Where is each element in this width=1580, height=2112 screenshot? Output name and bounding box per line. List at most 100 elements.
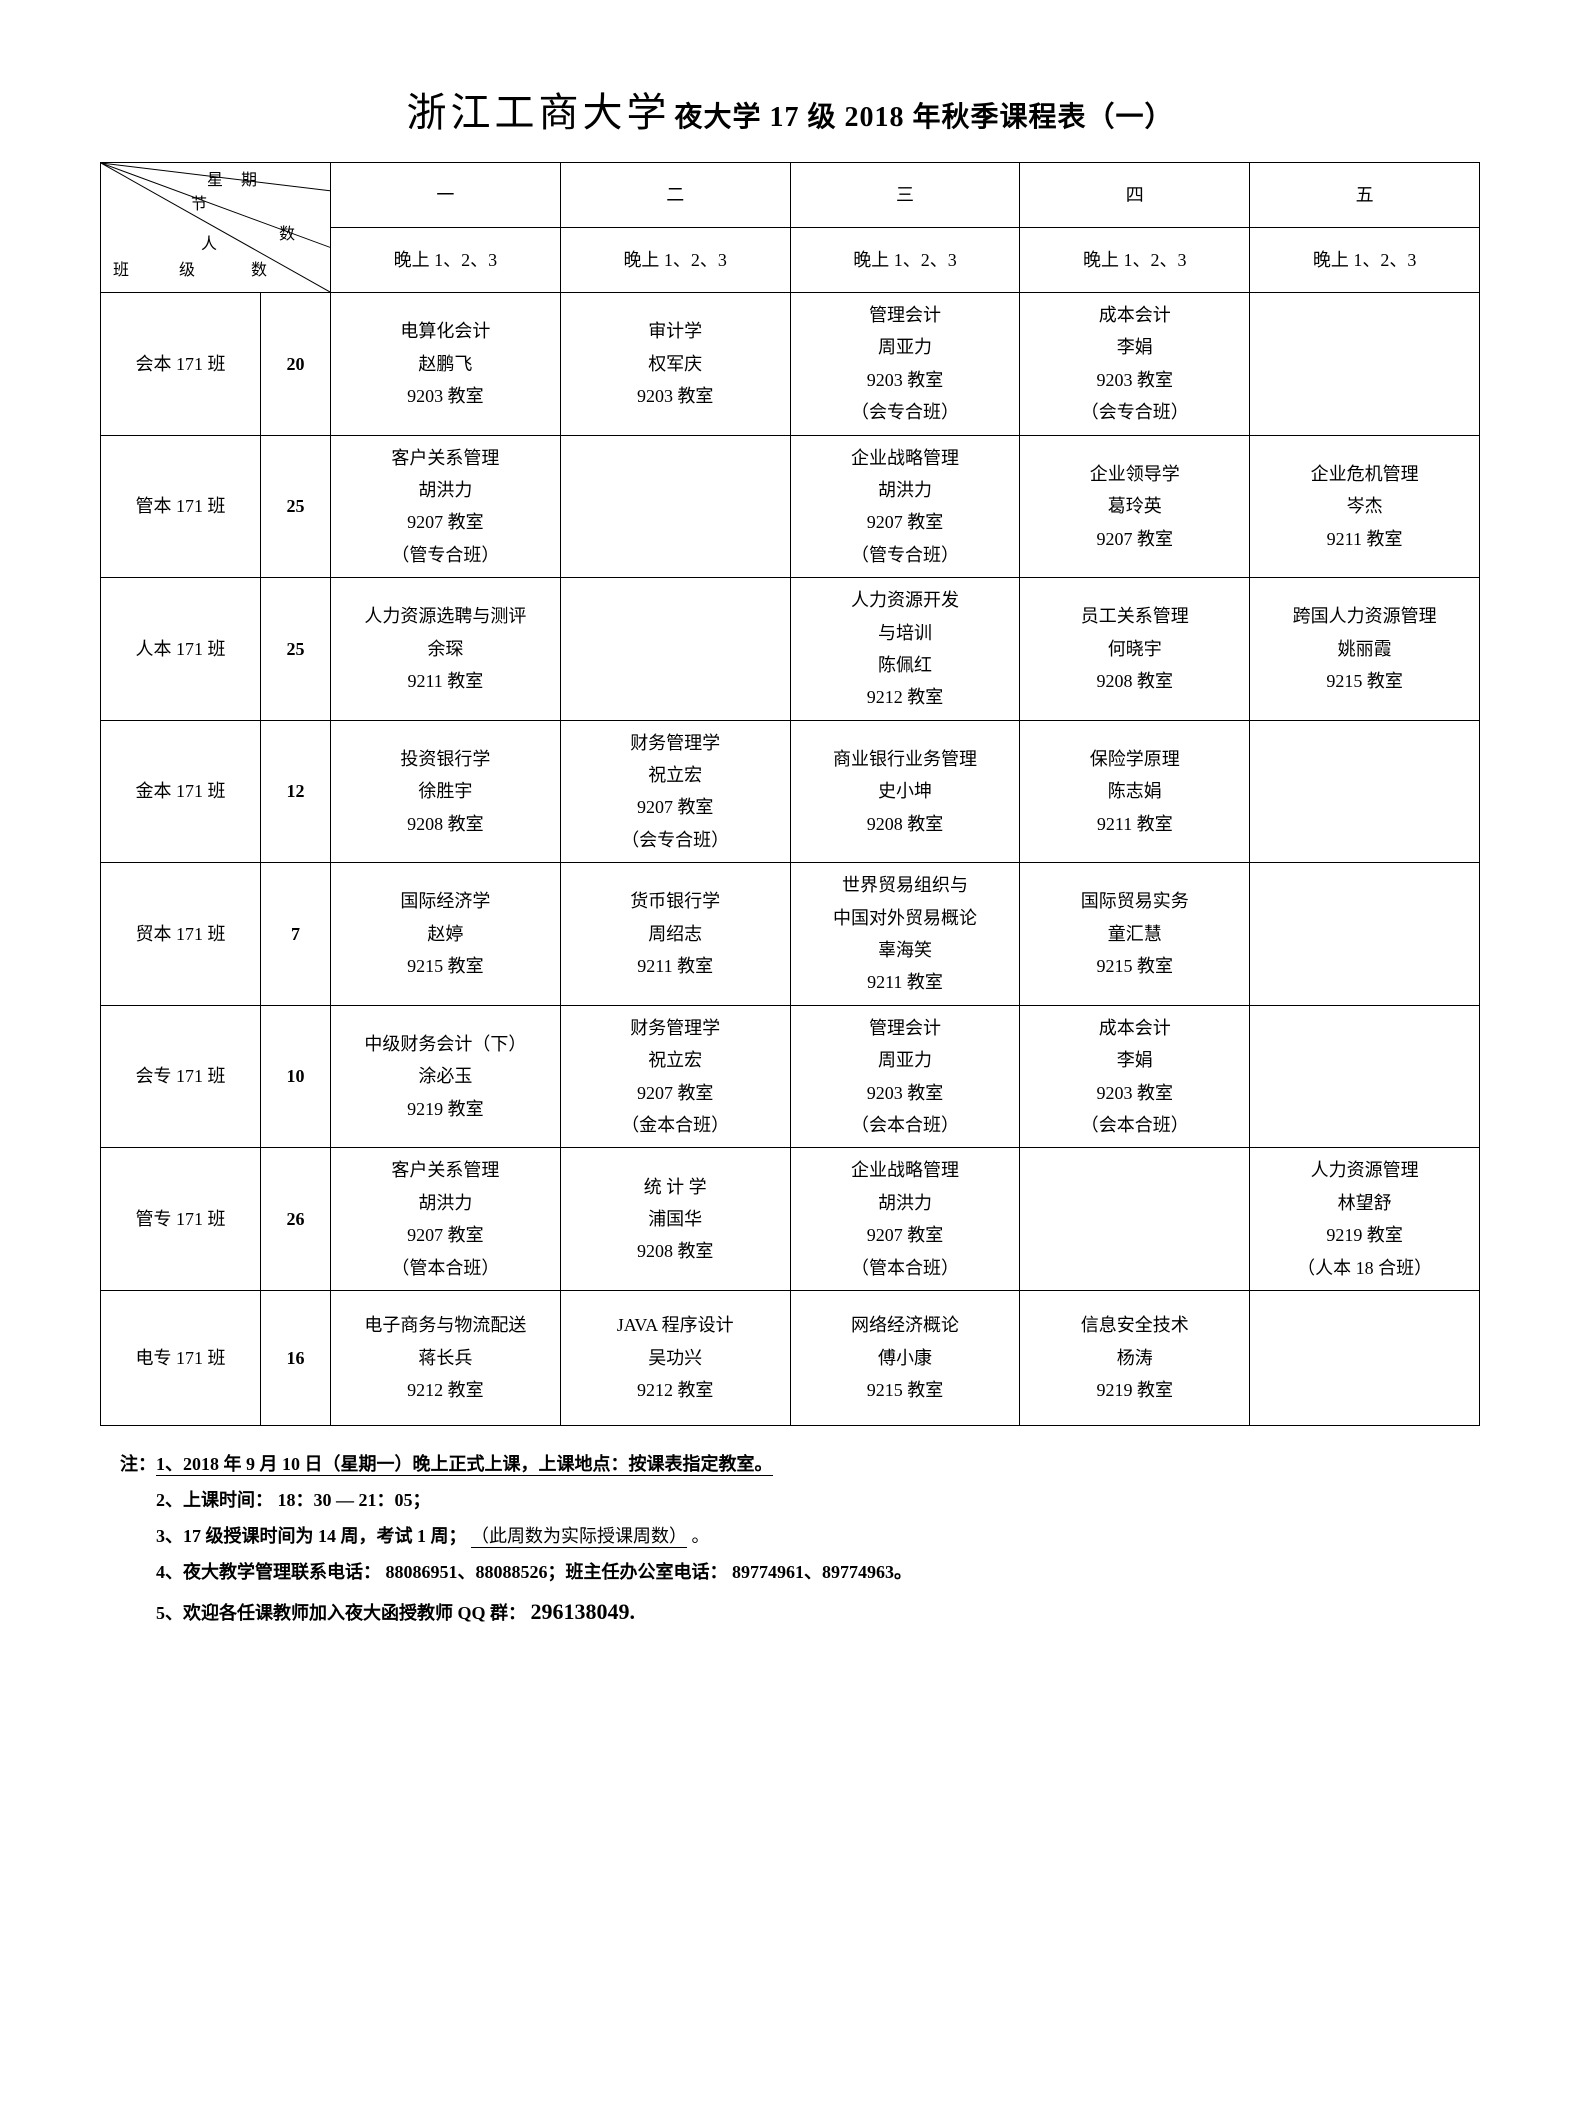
course-line: 9207 教室: [795, 1219, 1016, 1251]
course-line: 胡洪力: [335, 1187, 556, 1219]
course-line: 信息安全技术: [1024, 1309, 1245, 1341]
course-line: 祝立宏: [565, 759, 786, 791]
course-line: 葛玲英: [1024, 490, 1245, 522]
course-line: 史小坤: [795, 775, 1016, 807]
course-line: 周绍志: [565, 918, 786, 950]
course-cell: [1250, 720, 1480, 863]
table-row: 会本 171 班20电算化会计赵鹏飞9203 教室审计学权军庆9203 教室管理…: [101, 293, 1480, 436]
course-line: 9211 教室: [795, 966, 1016, 998]
class-count: 16: [261, 1290, 331, 1425]
course-line: （会本合班）: [795, 1109, 1016, 1141]
header-row-days: 星期 节 人 数 班 级 数 一 二 三 四 五: [101, 163, 1480, 228]
course-cell: 世界贸易组织与中国对外贸易概论辜海笑9211 教室: [790, 863, 1020, 1006]
course-line: 审计学: [565, 315, 786, 347]
course-line: 胡洪力: [335, 474, 556, 506]
note-3a: 3、17 级授课时间为 14 周，考试 1 周；: [156, 1526, 467, 1546]
course-line: 胡洪力: [795, 1187, 1016, 1219]
course-line: 9219 教室: [1024, 1374, 1245, 1406]
course-line: 胡洪力: [795, 474, 1016, 506]
course-line: 电子商务与物流配送: [335, 1309, 556, 1341]
course-cell: 成本会计李娟9203 教室（会本合班）: [1020, 1005, 1250, 1148]
class-count: 7: [261, 863, 331, 1006]
diag-label-weekday: 星期: [207, 167, 275, 196]
course-line: 李娟: [1024, 331, 1245, 363]
course-line: 企业危机管理: [1254, 458, 1475, 490]
course-cell: [1250, 1290, 1480, 1425]
course-line: 余琛: [335, 633, 556, 665]
course-line: （管本合班）: [335, 1252, 556, 1284]
course-line: 岑杰: [1254, 490, 1475, 522]
course-cell: [1250, 863, 1480, 1006]
class-name: 金本 171 班: [101, 720, 261, 863]
course-line: 9208 教室: [795, 808, 1016, 840]
course-line: 企业战略管理: [795, 442, 1016, 474]
page-title: 浙江工商大学夜大学 17 级 2018 年秋季课程表（一）: [100, 80, 1480, 138]
course-cell: 跨国人力资源管理姚丽霞9215 教室: [1250, 578, 1480, 721]
course-line: 9212 教室: [335, 1374, 556, 1406]
course-cell: [560, 435, 790, 578]
course-line: 中国对外贸易概论: [795, 902, 1016, 934]
course-line: 蒋长兵: [335, 1342, 556, 1374]
diag-label-period: 节: [191, 191, 207, 220]
course-line: 9203 教室: [1024, 364, 1245, 396]
course-line: 李娟: [1024, 1044, 1245, 1076]
course-line: 9207 教室: [335, 1219, 556, 1251]
course-cell: 电算化会计赵鹏飞9203 教室: [331, 293, 561, 436]
title-rest: 夜大学 17 级 2018 年秋季课程表（一）: [674, 102, 1173, 133]
course-line: 9219 教室: [1254, 1219, 1475, 1251]
course-line: （会专合班）: [795, 396, 1016, 428]
course-cell: 管理会计周亚力9203 教室（会专合班）: [790, 293, 1020, 436]
class-count: 20: [261, 293, 331, 436]
course-line: 电算化会计: [335, 315, 556, 347]
course-line: （会本合班）: [1024, 1109, 1245, 1141]
course-line: （会专合班）: [565, 824, 786, 856]
course-line: 赵婷: [335, 918, 556, 950]
course-line: 国际贸易实务: [1024, 885, 1245, 917]
course-line: 权军庆: [565, 348, 786, 380]
course-line: 跨国人力资源管理: [1254, 600, 1475, 632]
course-line: 9208 教室: [1024, 665, 1245, 697]
course-cell: 员工关系管理何晓宇9208 教室: [1020, 578, 1250, 721]
table-row: 管本 171 班25客户关系管理胡洪力9207 教室（管专合班）企业战略管理胡洪…: [101, 435, 1480, 578]
class-count: 25: [261, 578, 331, 721]
course-line: 成本会计: [1024, 299, 1245, 331]
course-line: 与培训: [795, 617, 1016, 649]
day-header: 三: [790, 163, 1020, 228]
course-cell: JAVA 程序设计吴功兴9212 教室: [560, 1290, 790, 1425]
period-header: 晚上 1、2、3: [1020, 228, 1250, 293]
table-row: 贸本 171 班7国际经济学赵婷9215 教室货币银行学周绍志9211 教室世界…: [101, 863, 1480, 1006]
course-line: 赵鹏飞: [335, 348, 556, 380]
course-line: 9212 教室: [795, 681, 1016, 713]
course-line: 姚丽霞: [1254, 633, 1475, 665]
course-line: 客户关系管理: [335, 442, 556, 474]
day-header: 五: [1250, 163, 1480, 228]
course-line: 9207 教室: [565, 791, 786, 823]
course-line: 童汇慧: [1024, 918, 1245, 950]
course-cell: 人力资源开发与培训陈佩红9212 教室: [790, 578, 1020, 721]
course-line: 企业战略管理: [795, 1154, 1016, 1186]
course-cell: [1250, 1005, 1480, 1148]
course-cell: 客户关系管理胡洪力9207 教室（管专合班）: [331, 435, 561, 578]
course-line: 9211 教室: [335, 665, 556, 697]
class-name: 人本 171 班: [101, 578, 261, 721]
course-line: 9208 教室: [565, 1235, 786, 1267]
course-line: 周亚力: [795, 1044, 1016, 1076]
course-line: 陈志娟: [1024, 775, 1245, 807]
course-line: 祝立宏: [565, 1044, 786, 1076]
course-line: 何晓宇: [1024, 633, 1245, 665]
course-line: （管专合班）: [335, 539, 556, 571]
school-name: 浙江工商大学: [406, 90, 670, 135]
course-line: 商业银行业务管理: [795, 743, 1016, 775]
course-line: 9207 教室: [1024, 523, 1245, 555]
period-header: 晚上 1、2、3: [331, 228, 561, 293]
day-header: 一: [331, 163, 561, 228]
table-row: 管专 171 班26客户关系管理胡洪力9207 教室（管本合班）统 计 学浦国华…: [101, 1148, 1480, 1291]
note-3b: （此周数为实际授课周数）: [471, 1526, 687, 1548]
course-line: 财务管理学: [565, 727, 786, 759]
course-cell: 企业危机管理岑杰9211 教室: [1250, 435, 1480, 578]
course-line: 9211 教室: [1254, 523, 1475, 555]
class-name: 会专 171 班: [101, 1005, 261, 1148]
course-line: 9211 教室: [565, 950, 786, 982]
table-row: 会专 171 班10中级财务会计（下）涂必玉9219 教室财务管理学祝立宏920…: [101, 1005, 1480, 1148]
note-3c: 。: [692, 1526, 710, 1546]
